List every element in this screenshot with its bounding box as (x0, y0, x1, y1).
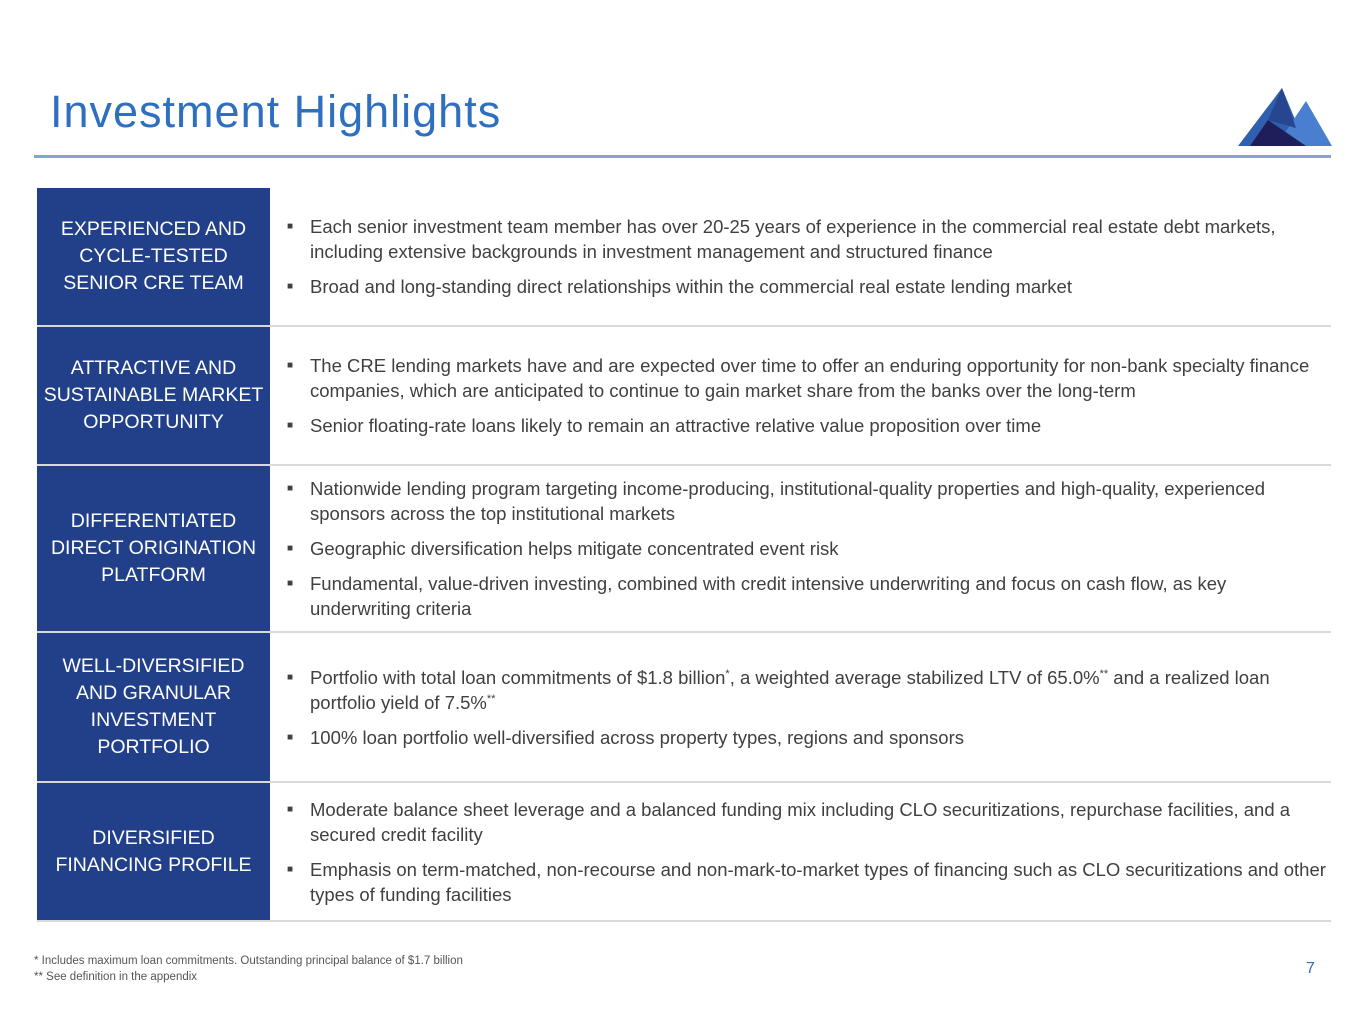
row-content: ■ Each senior investment team member has … (270, 188, 1331, 325)
bullet-item: ■ Broad and long-standing direct relation… (287, 274, 1331, 299)
row-content: ■ Nationwide lending program targeting in… (270, 466, 1331, 631)
row-label: DIFFERENTIATED DIRECT ORIGINATION PLATFO… (37, 466, 270, 631)
row-label: WELL-DIVERSIFIED AND GRANULAR INVESTMENT… (37, 633, 270, 781)
footnote-marker: ** (1099, 667, 1109, 680)
bullet-text: Geographic diversification helps mitigat… (310, 536, 839, 561)
text-segment: Moderate balance sheet leverage and a ba… (310, 798, 1291, 845)
square-bullet-icon: ■ (287, 578, 294, 589)
bullet-text: Each senior investment team member has o… (310, 214, 1331, 264)
page-title: Investment Highlights (50, 86, 502, 137)
highlight-row: EXPERIENCED AND CYCLE-TESTED SENIOR CRE … (37, 188, 1331, 327)
square-bullet-icon: ■ (287, 281, 294, 292)
row-content: ■ Moderate balance sheet leverage and a b… (270, 783, 1331, 920)
bullet-text: Emphasis on term-matched, non-recourse a… (310, 857, 1331, 907)
text-segment: 100% loan portfolio well-diversified acr… (310, 726, 965, 748)
square-bullet-icon: ■ (287, 543, 294, 554)
bullet-item: ■ Emphasis on term-matched, non-recourse … (287, 857, 1331, 907)
square-bullet-icon: ■ (287, 731, 294, 743)
text-segment: Each senior investment team member has o… (310, 216, 1276, 262)
bullet-item: ■ Portfolio with total loan commitments o… (287, 665, 1331, 715)
highlight-row: WELL-DIVERSIFIED AND GRANULAR INVESTMENT… (37, 633, 1331, 783)
bullet-text: Portfolio with total loan commitments of… (310, 665, 1331, 715)
highlight-row: ATTRACTIVE AND SUSTAINABLE MARKET OPPORT… (37, 327, 1331, 466)
bullet-item: ■ Each senior investment team member has … (287, 214, 1331, 264)
bullet-text: Senior floating-rate loans likely to rem… (310, 413, 1041, 438)
highlight-row: DIFFERENTIATED DIRECT ORIGINATION PLATFO… (37, 466, 1331, 633)
bullet-item: ■ Fundamental, value-driven investing, co… (287, 571, 1331, 621)
page-number: 7 (1306, 960, 1315, 977)
row-content: ■ The CRE lending markets have and are ex… (270, 327, 1331, 464)
text-segment: Senior floating-rate loans likely to rem… (310, 415, 1042, 436)
bullet-text: Nationwide lending program targeting inc… (310, 476, 1331, 526)
square-bullet-icon: ■ (287, 483, 294, 494)
square-bullet-icon: ■ (287, 863, 294, 875)
footnote: ** See definition in the appendix (34, 970, 198, 983)
square-bullet-icon: ■ (287, 360, 294, 371)
highlights-table: EXPERIENCED AND CYCLE-TESTED SENIOR CRE … (37, 188, 1331, 922)
bullet-item: ■ Geographic diversification helps mitiga… (287, 536, 1331, 561)
bullet-item: ■ Senior floating-rate loans likely to re… (287, 413, 1331, 438)
text-segment: and a realized loan portfolio yield of 7… (310, 666, 1270, 713)
row-label: ATTRACTIVE AND SUSTAINABLE MARKET OPPORT… (37, 327, 270, 464)
highlight-row: DIVERSIFIED FINANCING PROFILE ■ Moderate b… (37, 783, 1331, 922)
text-segment: Emphasis on term-matched, non-recourse a… (310, 858, 1326, 905)
row-label: DIVERSIFIED FINANCING PROFILE (37, 783, 270, 920)
square-bullet-icon: ■ (287, 221, 294, 232)
bullet-text: The CRE lending markets have and are exp… (310, 353, 1331, 403)
bullet-item: ■ 100% loan portfolio well-diversified ac… (287, 725, 1331, 750)
bullet-text: 100% loan portfolio well-diversified acr… (310, 725, 964, 750)
row-content: ■ Portfolio with total loan commitments o… (270, 633, 1331, 781)
mountain-logo-icon (1238, 88, 1332, 146)
text-segment: Nationwide lending program targeting inc… (310, 478, 1266, 524)
bullet-item: ■ Nationwide lending program targeting in… (287, 476, 1331, 526)
title-rule (34, 155, 1331, 158)
text-segment: Fundamental, value-driven investing, com… (310, 573, 1227, 619)
footnote: * Includes maximum loan commitments. Out… (34, 955, 463, 967)
square-bullet-icon: ■ (287, 803, 294, 815)
bullet-item: ■ Moderate balance sheet leverage and a b… (287, 797, 1331, 847)
row-label: EXPERIENCED AND CYCLE-TESTED SENIOR CRE … (37, 188, 270, 325)
footnotes: * Includes maximum loan commitments. Out… (34, 954, 463, 985)
text-segment: Broad and long-standing direct relations… (310, 276, 1072, 297)
bullet-text: Broad and long-standing direct relations… (310, 274, 1072, 299)
square-bullet-icon: ■ (287, 420, 294, 431)
square-bullet-icon: ■ (287, 671, 294, 683)
text-segment: Geographic diversification helps mitigat… (310, 538, 839, 559)
footnote-marker: ** (486, 692, 496, 705)
bullet-item: ■ The CRE lending markets have and are ex… (287, 353, 1331, 403)
footnote-marker: * (725, 667, 730, 680)
bullet-text: Fundamental, value-driven investing, com… (310, 571, 1331, 621)
bullet-text: Moderate balance sheet leverage and a ba… (310, 797, 1331, 847)
text-segment: Portfolio with total loan commitments of… (310, 666, 726, 688)
text-segment: , a weighted average stabilized LTV of 6… (729, 666, 1100, 688)
text-segment: The CRE lending markets have and are exp… (310, 355, 1310, 401)
